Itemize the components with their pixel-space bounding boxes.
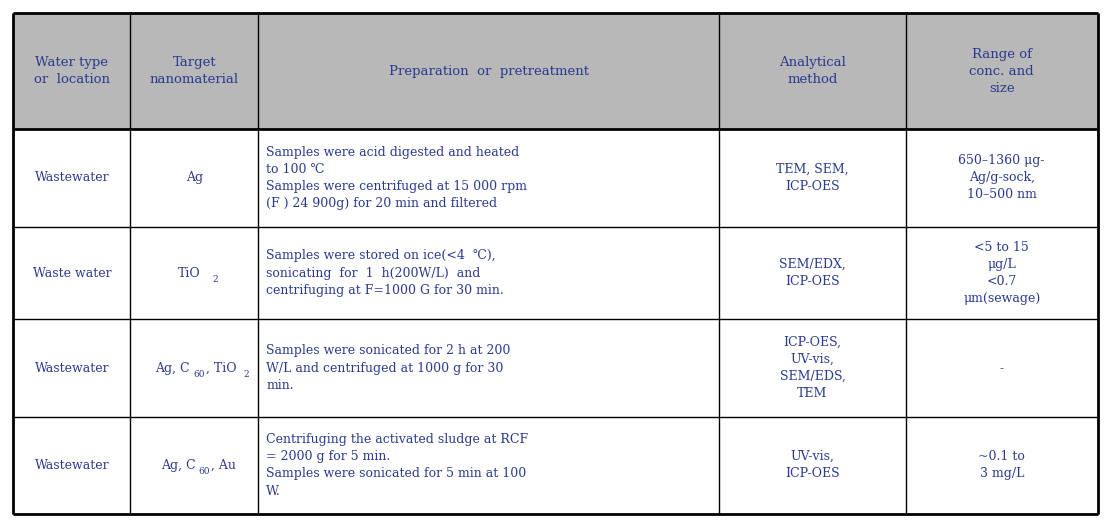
Text: , TiO: , TiO: [206, 362, 237, 375]
Text: ICP-OES,
UV-vis,
SEM/EDS,
TEM: ICP-OES, UV-vis, SEM/EDS, TEM: [780, 336, 845, 400]
Text: Target
nanomaterial: Target nanomaterial: [150, 56, 239, 86]
Text: Samples were sonicated for 2 h at 200
W/L and centrifuged at 1000 g for 30
min.: Samples were sonicated for 2 h at 200 W/…: [267, 344, 511, 392]
Text: Ag: Ag: [186, 171, 203, 184]
Text: ~0.1 to
3 mg/L: ~0.1 to 3 mg/L: [979, 450, 1025, 480]
Text: Wastewater: Wastewater: [34, 458, 109, 472]
Text: Range of
conc. and
size: Range of conc. and size: [970, 48, 1034, 95]
Text: 650–1360 μg-
Ag/g-sock,
10–500 nm: 650–1360 μg- Ag/g-sock, 10–500 nm: [959, 155, 1045, 202]
Bar: [259, 13, 719, 129]
Text: Analytical
method: Analytical method: [779, 56, 845, 86]
Text: <5 to 15
μg/L
<0.7
μm(sewage): <5 to 15 μg/L <0.7 μm(sewage): [963, 241, 1040, 305]
Text: UV-vis,
ICP-OES: UV-vis, ICP-OES: [785, 450, 840, 480]
Text: 60: 60: [193, 370, 204, 379]
Text: Wastewater: Wastewater: [34, 171, 109, 184]
Bar: [13, 13, 130, 129]
Text: Preparation  or  pretreatment: Preparation or pretreatment: [389, 64, 589, 78]
Text: TiO: TiO: [178, 267, 200, 280]
Text: Ag, C: Ag, C: [161, 458, 196, 472]
Text: Water type
or  location: Water type or location: [34, 56, 110, 86]
Text: Samples were acid digested and heated
to 100 ℃
Samples were centrifuged at 15 00: Samples were acid digested and heated to…: [267, 146, 527, 210]
Text: Wastewater: Wastewater: [34, 362, 109, 375]
Text: Ag, C: Ag, C: [156, 362, 190, 375]
Bar: [130, 13, 259, 129]
Text: 2: 2: [212, 276, 218, 285]
Text: , Au: , Au: [211, 458, 236, 472]
Bar: [719, 13, 905, 129]
Text: TEM, SEM,
ICP-OES: TEM, SEM, ICP-OES: [777, 163, 849, 193]
Text: Centrifuging the activated sludge at RCF
= 2000 g for 5 min.
Samples were sonica: Centrifuging the activated sludge at RCF…: [267, 433, 529, 497]
Bar: [905, 13, 1098, 129]
Text: 2: 2: [243, 370, 249, 379]
Text: Waste water: Waste water: [32, 267, 111, 280]
Text: Samples were stored on ice(<4  ℃),
sonicating  for  1  h(200W/L)  and
centrifugi: Samples were stored on ice(<4 ℃), sonica…: [267, 249, 504, 297]
Text: SEM/EDX,
ICP-OES: SEM/EDX, ICP-OES: [779, 258, 845, 288]
Text: 60: 60: [199, 467, 210, 476]
Text: -: -: [1000, 362, 1003, 375]
